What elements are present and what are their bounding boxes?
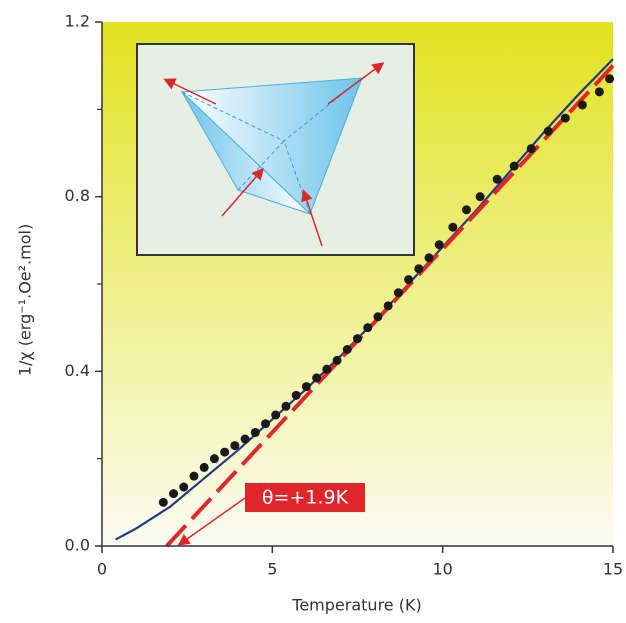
point (560, 113, 570, 123)
x-tick-label: 5 (267, 560, 277, 579)
point (492, 174, 502, 184)
point (291, 390, 301, 400)
inset (136, 43, 415, 256)
annotation: θ=+1.9K (262, 487, 349, 509)
point (261, 419, 271, 429)
y-tick-label: 0.8 (65, 186, 90, 205)
point (240, 434, 250, 444)
point (209, 454, 219, 464)
point (220, 447, 230, 457)
y-tick-label: 1.2 (65, 12, 90, 31)
point (424, 253, 434, 263)
point (312, 373, 322, 383)
point (373, 312, 383, 322)
point (169, 489, 179, 499)
point (332, 355, 342, 365)
y-axis-label: 1/χ (erg⁻¹.Oe².mol) (16, 224, 35, 376)
point (189, 471, 199, 481)
point (342, 345, 352, 354)
point (414, 264, 424, 274)
y-tick-label: 0.4 (65, 361, 90, 380)
point (404, 275, 414, 285)
point (230, 441, 240, 451)
point (383, 301, 393, 311)
point (281, 401, 291, 411)
point (605, 74, 615, 84)
point (363, 323, 373, 333)
point (543, 126, 553, 136)
point (594, 87, 604, 97)
point (158, 497, 168, 507)
point (271, 410, 281, 420)
point (250, 427, 260, 437)
point (393, 288, 403, 298)
point (475, 192, 485, 202)
point (179, 482, 189, 492)
point (509, 161, 519, 171)
x-tick-label: 15 (603, 560, 623, 579)
annotation-arrow (177, 497, 246, 546)
x-axis-label: Temperature (K) (291, 596, 421, 615)
point (353, 334, 362, 344)
point (462, 205, 472, 215)
point (434, 240, 444, 250)
annotation-box (245, 483, 365, 512)
x-tick-label: 0 (97, 560, 107, 579)
point (577, 100, 587, 110)
point (199, 462, 209, 472)
point (448, 222, 458, 232)
point (301, 382, 311, 392)
point (322, 364, 332, 374)
point (526, 144, 536, 154)
y-tick-label: 0.0 (65, 536, 90, 555)
x-tick-label: 10 (432, 560, 452, 579)
